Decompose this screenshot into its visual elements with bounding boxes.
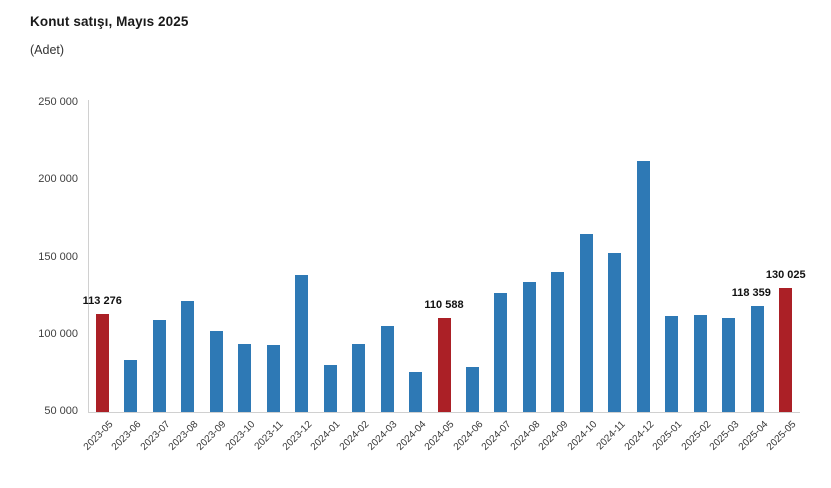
bar-2024-03 [380, 326, 394, 412]
y-axis-tick-label: 200 000 [38, 173, 78, 186]
x-axis-label-2024-12: 2024-12 [622, 419, 657, 453]
x-axis-label-2025-03: 2025-03 [707, 419, 742, 453]
bar-2024-04 [409, 372, 423, 412]
y-axis-tick-label: 150 000 [38, 250, 78, 263]
bar-2024-06 [465, 366, 479, 412]
x-axis-label-2024-04: 2024-04 [394, 419, 429, 453]
x-axis-label-2024-09: 2024-09 [536, 419, 571, 453]
chart-title: Konut satışı, Mayıs 2025 [30, 14, 189, 29]
bar-2024-11 [608, 252, 622, 412]
bar-value-label-2023-05: 113 276 [82, 295, 122, 308]
bar-2024-08 [522, 281, 536, 412]
bar-2023-06 [124, 360, 138, 412]
x-axis-label-2025-01: 2025-01 [650, 419, 685, 453]
bar-2024-05 [437, 318, 451, 412]
x-axis-label-2023-10: 2023-10 [223, 419, 258, 453]
bar-2025-05 [779, 288, 793, 412]
bar-value-label-2025-04: 118 359 [731, 287, 771, 300]
bar-2023-12 [295, 275, 309, 412]
bar-2025-03 [722, 318, 736, 412]
x-axis-line [88, 412, 800, 413]
x-axis-label-2024-08: 2024-08 [508, 419, 543, 453]
y-axis-tick-label: 100 000 [38, 327, 78, 340]
bar-2025-02 [693, 314, 707, 412]
bar-2023-11 [266, 344, 280, 412]
x-axis-label-2023-11: 2023-11 [252, 419, 286, 453]
x-axis-label-2023-06: 2023-06 [109, 419, 144, 453]
x-axis-label-2024-03: 2024-03 [366, 419, 400, 453]
x-axis-label-2023-09: 2023-09 [195, 419, 229, 453]
bar-2024-09 [551, 271, 565, 412]
bar-2023-09 [209, 330, 223, 412]
bar-2023-07 [152, 319, 166, 412]
x-axis-label-2025-02: 2025-02 [679, 419, 714, 453]
y-axis-tick-label: 50 000 [44, 405, 78, 417]
bar-2024-01 [323, 365, 337, 412]
bar-2024-02 [352, 344, 366, 412]
chart-unit-label: (Adet) [30, 43, 65, 57]
bar-2024-07 [494, 292, 508, 412]
bar-2024-10 [579, 234, 593, 412]
x-axis-label-2024-11: 2024-11 [594, 419, 628, 453]
x-axis-label-2025-05: 2025-05 [764, 419, 799, 453]
x-axis-label-2023-12: 2023-12 [280, 419, 315, 453]
x-axis-label-2024-07: 2024-07 [480, 419, 514, 453]
bar-2023-08 [181, 300, 195, 412]
x-axis-label-2024-05: 2024-05 [423, 419, 457, 453]
x-axis-label-2024-02: 2024-02 [337, 419, 372, 453]
bar-2025-01 [665, 315, 679, 412]
x-axis-label-2023-08: 2023-08 [166, 419, 201, 453]
x-axis-label-2023-05: 2023-05 [81, 419, 116, 453]
x-axis-label-2024-10: 2024-10 [565, 419, 600, 453]
bar-2023-10 [238, 344, 252, 412]
y-axis-line [88, 100, 89, 412]
bar-2023-05 [95, 314, 109, 412]
y-axis-tick-label: 250 000 [38, 96, 78, 108]
bar-2024-12 [636, 160, 650, 412]
x-axis-label-2023-07: 2023-07 [138, 419, 172, 453]
bar-value-label-2024-05: 110 588 [424, 299, 464, 312]
bar-2025-04 [750, 306, 764, 412]
x-axis-label-2024-06: 2024-06 [451, 419, 486, 453]
x-axis-label-2025-04: 2025-04 [736, 419, 771, 453]
x-axis-label-2024-01: 2024-01 [309, 419, 343, 453]
bar-value-label-2025-05: 130 025 [765, 269, 806, 282]
